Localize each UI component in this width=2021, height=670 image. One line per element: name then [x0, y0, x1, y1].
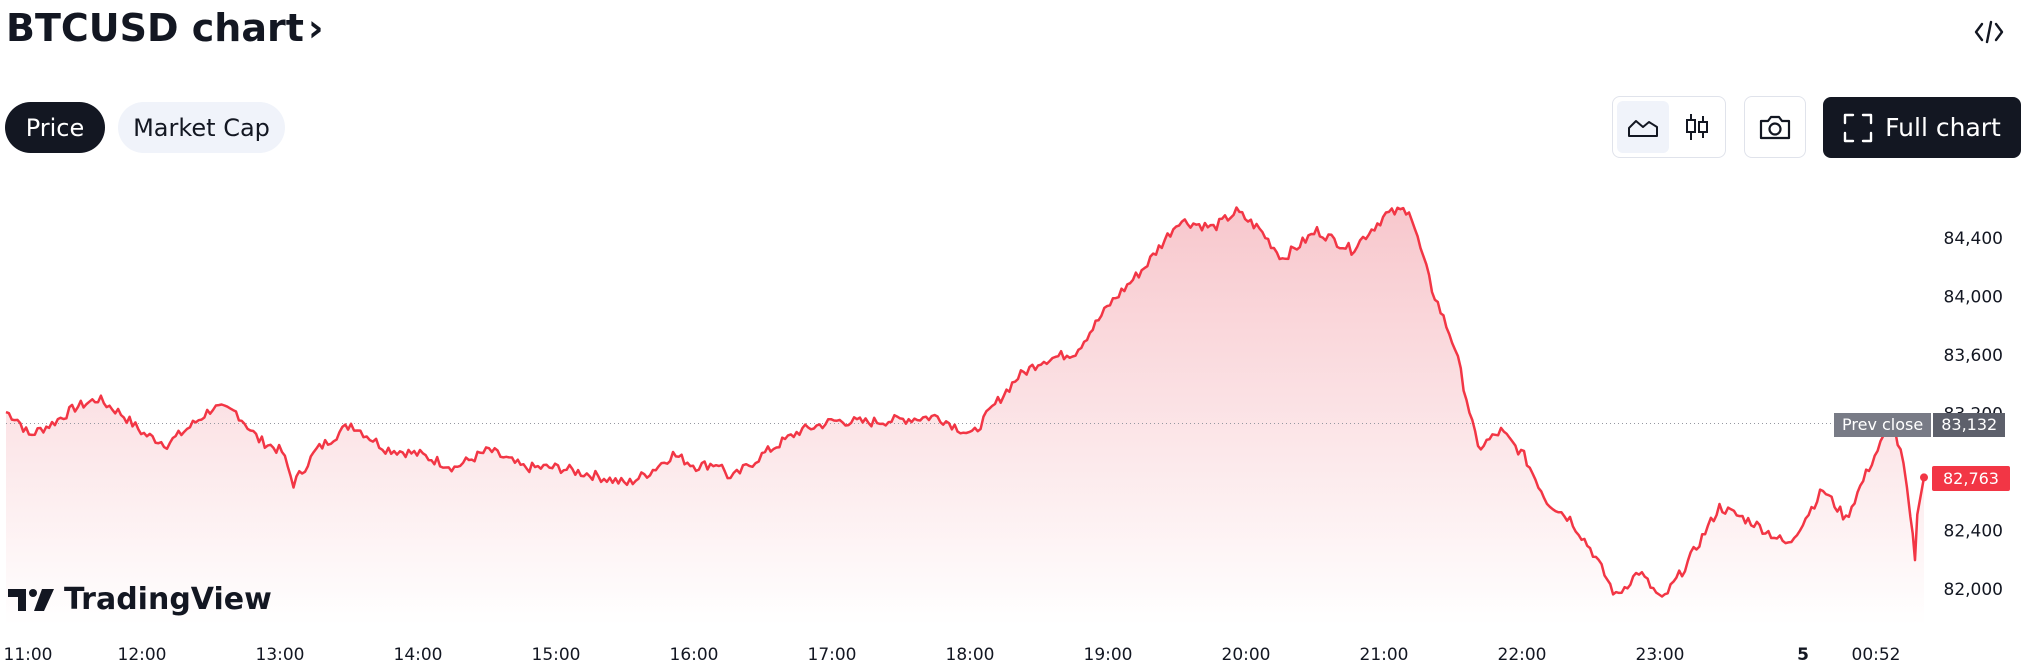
last-price-badge: 82,763: [1932, 466, 2010, 491]
y-tick-label: 82,400: [1944, 522, 2003, 542]
chart-type-group: [1612, 96, 1726, 158]
area-chart-icon: [1628, 120, 1658, 137]
x-tick-label: 5: [1797, 645, 1809, 665]
x-tick-label: 16:00: [670, 645, 719, 665]
fullscreen-icon: [1843, 113, 1873, 142]
x-tick-label: 15:00: [532, 645, 581, 665]
chart-title-text: BTCUSD chart: [6, 6, 304, 50]
x-tick-label: 21:00: [1360, 645, 1409, 665]
full-chart-button[interactable]: Full chart: [1823, 97, 2021, 158]
x-tick-label: 20:00: [1222, 645, 1271, 665]
tab-price-label: Price: [25, 113, 85, 142]
candlestick-icon: [1686, 114, 1708, 140]
x-tick-label: 22:00: [1498, 645, 1547, 665]
chevron-right-icon: ›: [307, 6, 324, 50]
x-tick-label: 23:00: [1636, 645, 1685, 665]
price-area-fill: [6, 207, 1924, 625]
tab-market-cap-label: Market Cap: [133, 113, 270, 142]
prev-close-label: Prev close: [1834, 413, 1932, 437]
y-tick-label: 84,000: [1944, 288, 2003, 308]
y-tick-label: 84,400: [1944, 229, 2003, 249]
x-tick-label: 13:00: [256, 645, 305, 665]
x-tick-label: 19:00: [1084, 645, 1133, 665]
tradingview-logo-icon: [8, 588, 54, 611]
y-tick-label: 83,600: [1944, 346, 2003, 366]
full-chart-label: Full chart: [1885, 113, 2001, 142]
tradingview-logo[interactable]: TradingView: [8, 582, 272, 617]
x-tick-label: 17:00: [808, 645, 857, 665]
area-chart-button[interactable]: [1617, 101, 1669, 153]
x-tick-label: 00:52: [1852, 645, 1901, 665]
prev-close-value: 83,132: [1933, 413, 2006, 437]
x-tick-label: 11:00: [4, 645, 53, 665]
x-tick-label: 12:00: [118, 645, 167, 665]
y-tick-label: 82,000: [1944, 580, 2003, 600]
prev-close-badge: Prev close 83,132: [1834, 413, 2006, 437]
screenshot-button[interactable]: [1744, 96, 1806, 158]
candlestick-button[interactable]: [1671, 101, 1723, 153]
chart-title[interactable]: BTCUSD chart ›: [6, 6, 324, 50]
code-icon[interactable]: [1971, 14, 2007, 50]
camera-icon: [1759, 115, 1791, 140]
tradingview-logo-text: TradingView: [64, 582, 272, 617]
price-line: [5, 206, 1926, 598]
last-price-dot: [1920, 473, 1928, 482]
tab-price[interactable]: Price: [5, 102, 105, 153]
tab-market-cap[interactable]: Market Cap: [118, 102, 285, 153]
x-tick-label: 18:00: [946, 645, 995, 665]
x-tick-label: 14:00: [394, 645, 443, 665]
